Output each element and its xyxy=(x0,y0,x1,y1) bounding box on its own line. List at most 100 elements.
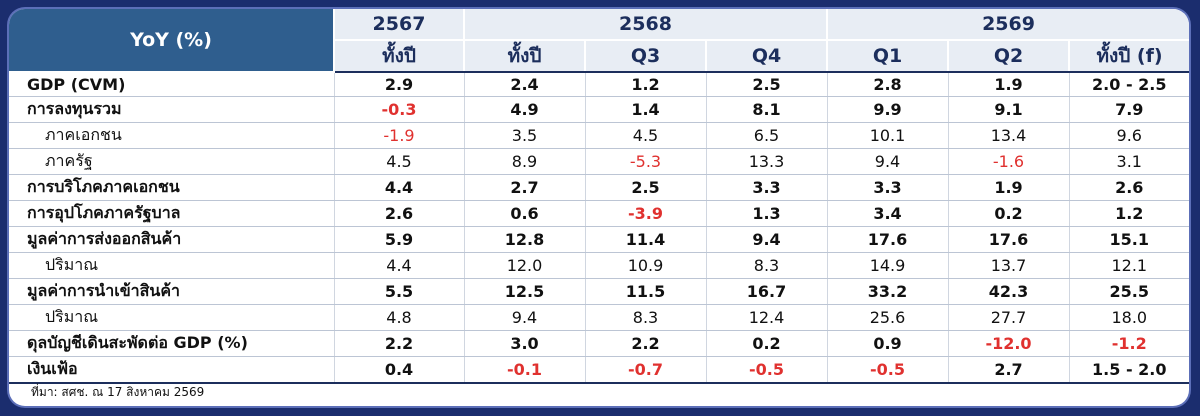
table-row: มูลค่าการส่งออกสินค้า 5.9 12.8 11.4 9.4 17.6 1… xyxy=(9,226,1189,253)
value-cell: -0.3 xyxy=(333,96,464,123)
value-cell: 15.1 xyxy=(1068,226,1189,253)
value-cell: 25.5 xyxy=(1068,278,1189,305)
header-year-2569: 2569 xyxy=(825,9,1189,41)
header-period: Q4 xyxy=(705,40,827,73)
table-row: ภาคเอกชน -1.9 3.5 4.5 6.5 10.1 13.4 9.6 xyxy=(9,122,1189,149)
value-cell: 1.9 xyxy=(947,174,1069,201)
table-row: GDP (CVM) 2.9 2.4 1.2 2.5 2.8 1.9 2.0 - 2.5 xyxy=(9,72,1189,97)
value-cell: 4.5 xyxy=(584,122,706,149)
header-year-2568: 2568 xyxy=(463,9,827,41)
value-cell: 0.9 xyxy=(826,330,948,357)
value-cell: 17.6 xyxy=(947,226,1069,253)
row-label: มูลค่าการส่งออกสินค้า xyxy=(9,226,334,253)
value-cell: 8.3 xyxy=(705,252,827,279)
value-cell: -12.0 xyxy=(947,330,1069,357)
value-cell: -0.5 xyxy=(705,356,827,384)
value-cell: 3.4 xyxy=(826,200,948,227)
value-cell: 9.1 xyxy=(947,96,1069,123)
value-cell: -1.2 xyxy=(1068,330,1189,357)
value-cell: 11.5 xyxy=(584,278,706,305)
value-cell: 2.7 xyxy=(947,356,1069,384)
value-cell: 2.5 xyxy=(705,72,827,97)
value-cell: 7.9 xyxy=(1068,96,1189,123)
value-cell: -3.9 xyxy=(584,200,706,227)
value-cell: 12.1 xyxy=(1068,252,1189,279)
value-cell: 9.4 xyxy=(463,304,585,331)
row-label: ดุลบัญชีเดินสะพัดต่อ GDP (%) xyxy=(9,330,334,357)
value-cell: 2.0 - 2.5 xyxy=(1068,72,1189,97)
value-cell: 4.4 xyxy=(333,252,464,279)
header-year-2567: 2567 xyxy=(333,9,464,41)
value-cell: 2.9 xyxy=(333,72,464,97)
value-cell: 0.2 xyxy=(705,330,827,357)
value-cell: 12.0 xyxy=(463,252,585,279)
value-cell: 4.8 xyxy=(333,304,464,331)
table-row: การอุปโภคภาครัฐบาล 2.6 0.6 -3.9 1.3 3.4 0.2 1.2 xyxy=(9,200,1189,227)
row-label: ปริมาณ xyxy=(9,304,334,331)
header-period: ทั้งปี xyxy=(463,40,585,73)
value-cell: 2.4 xyxy=(463,72,585,97)
value-cell: 0.6 xyxy=(463,200,585,227)
table-row: การลงทุนรวม -0.3 4.9 1.4 8.1 9.9 9.1 7.9 xyxy=(9,96,1189,123)
table-body: GDP (CVM) 2.9 2.4 1.2 2.5 2.8 1.9 2.0 - 2.5 การล… xyxy=(9,72,1189,384)
value-cell: 1.3 xyxy=(705,200,827,227)
row-label: การอุปโภคภาครัฐบาล xyxy=(9,200,334,227)
value-cell: 33.2 xyxy=(826,278,948,305)
value-cell: 12.5 xyxy=(463,278,585,305)
table-row: มูลค่าการนำเข้าสินค้า 5.5 12.5 11.5 16.7 33.2… xyxy=(9,278,1189,305)
source-note: ที่มา: สศช. ณ 17 สิงหาคม 2569 xyxy=(31,385,205,399)
gdp-forecast-table-card: YoY (%) 2567 2568 2569 ทั้งปี ทั้งปี Q3 … xyxy=(9,9,1189,406)
value-cell: 1.9 xyxy=(947,72,1069,97)
value-cell: 4.5 xyxy=(333,148,464,175)
row-label: GDP (CVM) xyxy=(9,72,334,97)
value-cell: -5.3 xyxy=(584,148,706,175)
value-cell: 3.3 xyxy=(705,174,827,201)
value-cell: 0.4 xyxy=(333,356,464,384)
header-period: Q2 xyxy=(947,40,1069,73)
value-cell: 1.2 xyxy=(1068,200,1189,227)
value-cell: 42.3 xyxy=(947,278,1069,305)
value-cell: 5.5 xyxy=(333,278,464,305)
value-cell: 2.8 xyxy=(826,72,948,97)
value-cell: 13.7 xyxy=(947,252,1069,279)
value-cell: 12.4 xyxy=(705,304,827,331)
value-cell: 9.4 xyxy=(826,148,948,175)
value-cell: 13.3 xyxy=(705,148,827,175)
value-cell: 10.9 xyxy=(584,252,706,279)
value-cell: 8.9 xyxy=(463,148,585,175)
value-cell: 3.1 xyxy=(1068,148,1189,175)
row-label: ภาครัฐ xyxy=(9,148,334,175)
value-cell: 5.9 xyxy=(333,226,464,253)
value-cell: 14.9 xyxy=(826,252,948,279)
value-cell: 9.4 xyxy=(705,226,827,253)
value-cell: -1.6 xyxy=(947,148,1069,175)
value-cell: 2.7 xyxy=(463,174,585,201)
header-period: Q3 xyxy=(584,40,706,73)
table-row: ปริมาณ 4.8 9.4 8.3 12.4 25.6 27.7 18.0 xyxy=(9,304,1189,331)
header-period: ทั้งปี (f) xyxy=(1067,40,1189,73)
header-period: ทั้งปี xyxy=(333,40,464,73)
value-cell: 4.9 xyxy=(463,96,585,123)
value-cell: 10.1 xyxy=(826,122,948,149)
row-label: การลงทุนรวม xyxy=(9,96,334,123)
header-corner: YoY (%) xyxy=(9,9,334,73)
value-cell: 1.4 xyxy=(584,96,706,123)
header-period-row: ทั้งปี ทั้งปี Q3 Q4 Q1 Q2 ทั้งปี (f) xyxy=(9,40,1189,73)
value-cell: 25.6 xyxy=(826,304,948,331)
value-cell: 13.4 xyxy=(947,122,1069,149)
value-cell: 18.0 xyxy=(1068,304,1189,331)
value-cell: 2.6 xyxy=(1068,174,1189,201)
row-label: เงินเฟ้อ xyxy=(9,356,334,384)
value-cell: 0.2 xyxy=(947,200,1069,227)
value-cell: 12.8 xyxy=(463,226,585,253)
value-cell: 8.1 xyxy=(705,96,827,123)
value-cell: 3.5 xyxy=(463,122,585,149)
value-cell: 3.0 xyxy=(463,330,585,357)
table-row: การบริโภคภาคเอกชน 4.4 2.7 2.5 3.3 3.3 1.9 2.6 xyxy=(9,174,1189,201)
value-cell: 3.3 xyxy=(826,174,948,201)
value-cell: 6.5 xyxy=(705,122,827,149)
row-label: การบริโภคภาคเอกชน xyxy=(9,174,334,201)
row-label: ปริมาณ xyxy=(9,252,334,279)
value-cell: 16.7 xyxy=(705,278,827,305)
value-cell: -1.9 xyxy=(333,122,464,149)
